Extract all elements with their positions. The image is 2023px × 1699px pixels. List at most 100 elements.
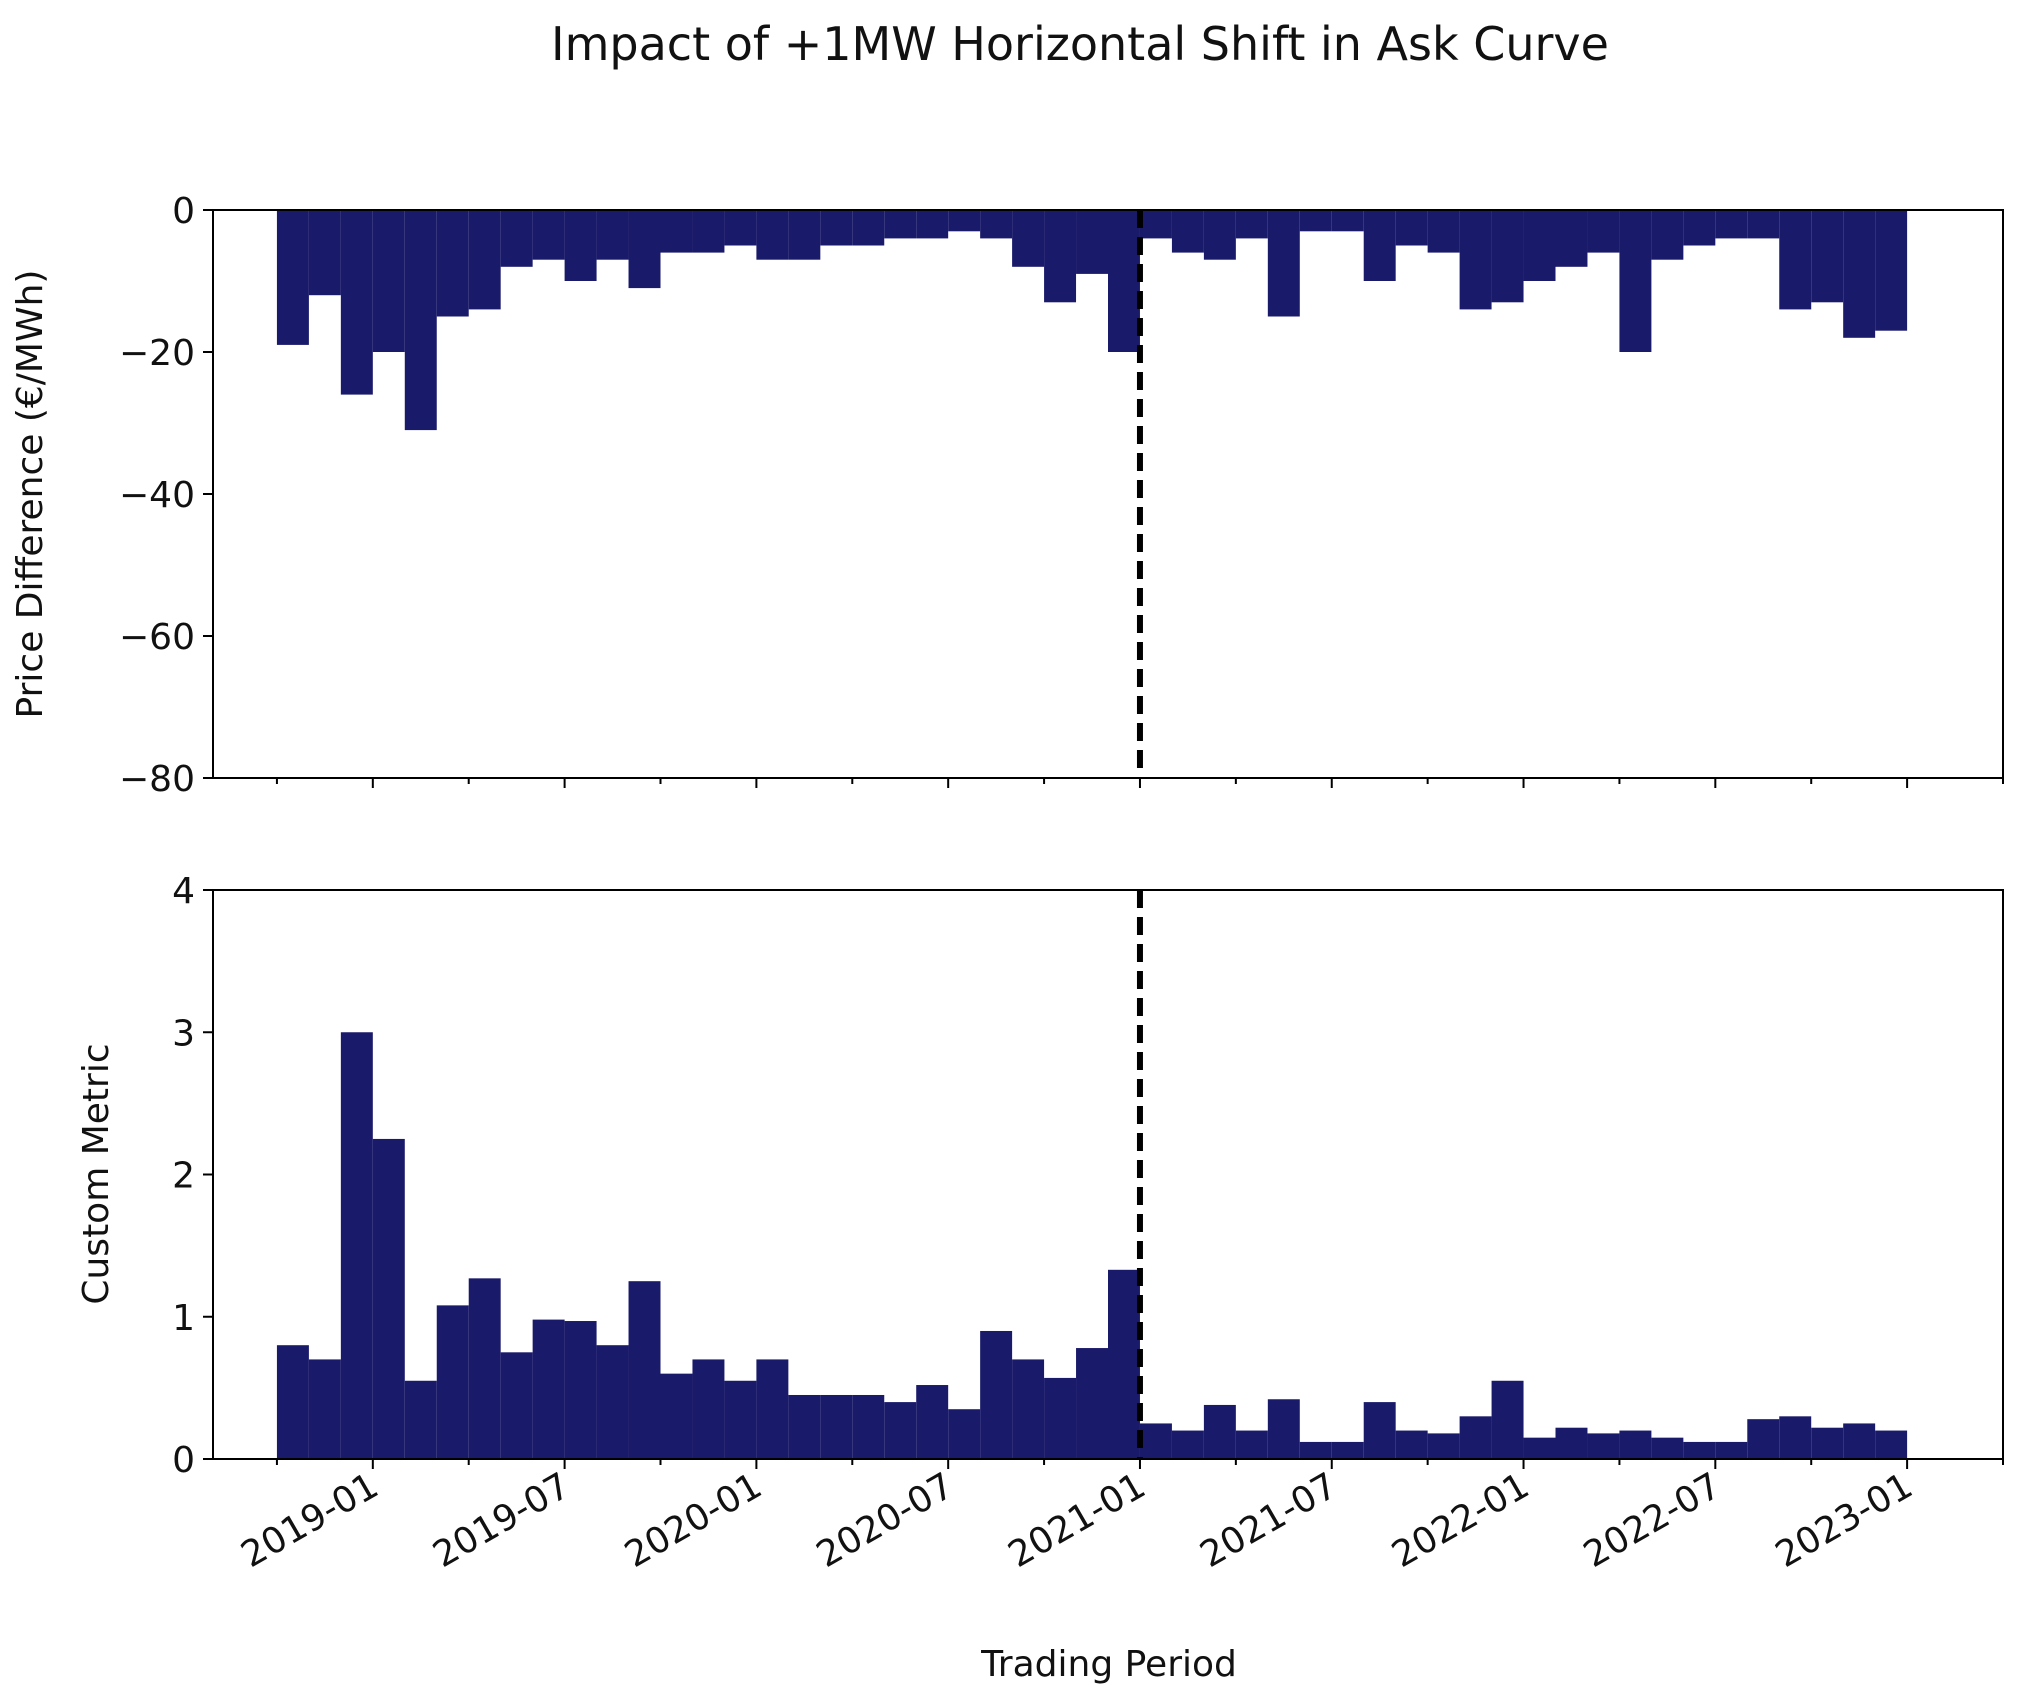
y-tick-label: −40 <box>119 475 195 516</box>
x-tick-label: 2022-01 <box>1385 1465 1536 1576</box>
bar <box>692 210 725 253</box>
bar <box>916 210 949 239</box>
x-tick-label: 2023-01 <box>1769 1465 1920 1576</box>
bar <box>1715 1441 1748 1459</box>
bar <box>1715 210 1748 239</box>
bar <box>1267 210 1300 317</box>
bar <box>468 1278 501 1459</box>
bar <box>724 1380 757 1459</box>
bar <box>1587 1433 1620 1459</box>
bar <box>1044 210 1077 303</box>
y-tick-label: 0 <box>172 1440 195 1481</box>
y-tick-label: −80 <box>119 759 195 800</box>
bar <box>1491 1380 1524 1459</box>
y-tick-label: −20 <box>119 333 195 374</box>
x-tick-label: 2019-01 <box>235 1465 386 1576</box>
bar <box>852 1394 885 1459</box>
bar <box>1267 1399 1300 1459</box>
bar <box>660 1373 693 1459</box>
bar <box>436 210 469 317</box>
bar <box>436 1305 469 1459</box>
bar <box>1811 210 1844 303</box>
bar <box>1363 210 1396 281</box>
bar <box>1683 1441 1716 1459</box>
bar <box>948 210 981 232</box>
bar <box>340 210 373 395</box>
bar <box>884 1402 917 1459</box>
bar <box>340 1032 373 1459</box>
bar <box>1235 210 1268 239</box>
bar <box>1012 1359 1045 1459</box>
bar <box>820 210 853 246</box>
bar <box>1012 210 1045 267</box>
bar <box>500 210 533 267</box>
axes-frame <box>212 889 2004 1460</box>
x-tick-label: 2021-07 <box>1193 1465 1344 1576</box>
y-axis-label: Price Difference (€/MWh) <box>10 270 51 719</box>
bar <box>948 1409 981 1459</box>
x-tick-label: 2020-07 <box>810 1465 961 1576</box>
x-axis-label: Trading Period <box>980 1644 1237 1685</box>
bar <box>1459 1416 1492 1459</box>
bar <box>564 210 597 281</box>
bar <box>1523 1437 1556 1459</box>
bar <box>372 210 405 352</box>
bar <box>596 210 629 260</box>
bar <box>1427 1433 1460 1459</box>
bar <box>1427 210 1460 253</box>
bar <box>1299 1441 1332 1459</box>
bar <box>724 210 757 246</box>
bar <box>788 210 821 260</box>
bar <box>1555 1427 1588 1459</box>
x-tick-label: 2019-07 <box>426 1465 577 1576</box>
bar <box>692 1359 725 1459</box>
bar <box>756 1359 789 1459</box>
bar <box>1811 1427 1844 1459</box>
bar <box>1076 1348 1108 1459</box>
bar <box>980 1330 1013 1459</box>
bar <box>1747 210 1780 239</box>
bar <box>660 210 693 253</box>
bar <box>564 1321 597 1459</box>
bar <box>628 1281 661 1459</box>
bar <box>1875 210 1908 331</box>
bar <box>372 1138 405 1459</box>
bar <box>308 210 341 296</box>
bar <box>308 1359 341 1459</box>
bar <box>1331 1441 1364 1459</box>
bar <box>596 1345 629 1459</box>
bar <box>916 1385 949 1459</box>
y-tick-label: 1 <box>172 1298 195 1339</box>
bar <box>468 210 501 310</box>
bar <box>820 1394 853 1459</box>
bar <box>500 1352 533 1459</box>
bar <box>1108 210 1140 352</box>
bar <box>1203 210 1236 260</box>
bar <box>1395 1430 1428 1459</box>
x-tick-label: 2022-07 <box>1577 1465 1728 1576</box>
axes-frame <box>212 209 2004 779</box>
bar <box>628 210 661 289</box>
bar <box>1491 210 1524 303</box>
bar <box>1619 1430 1652 1459</box>
bar <box>1139 1423 1172 1459</box>
bar <box>1587 210 1620 253</box>
bar <box>852 210 885 246</box>
bar <box>404 1380 437 1459</box>
bar <box>1875 1430 1908 1459</box>
bar <box>1779 1416 1812 1459</box>
bar <box>1171 1430 1204 1459</box>
bar <box>532 210 565 260</box>
bar <box>788 1394 821 1459</box>
y-tick-label: −60 <box>119 617 195 658</box>
bar <box>1747 1419 1780 1459</box>
bar <box>1139 210 1172 239</box>
bar <box>1651 1437 1684 1459</box>
bar <box>1363 1402 1396 1459</box>
bar <box>1044 1377 1077 1459</box>
bar <box>1523 210 1556 281</box>
bar <box>1395 210 1428 246</box>
x-tick-label: 2020-01 <box>618 1465 769 1576</box>
bar <box>1235 1430 1268 1459</box>
bar <box>1108 1269 1140 1459</box>
